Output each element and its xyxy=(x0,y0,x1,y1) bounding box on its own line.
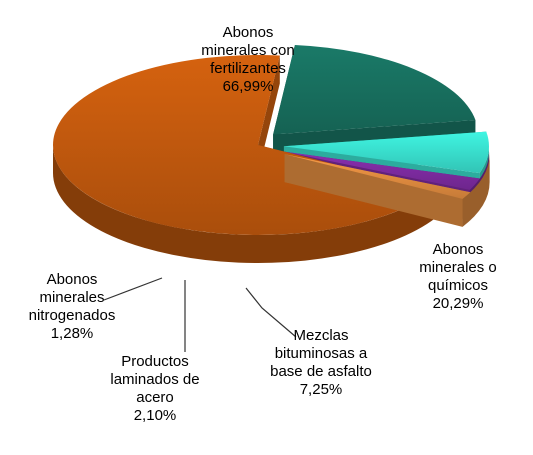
value-label-nitrogenados: 1,28% xyxy=(50,325,94,342)
label-abonos-quimicos: Abonos minerales o químicos 20,29% xyxy=(398,241,518,313)
leader-line-mezclas xyxy=(245,287,297,338)
label-abonos-nitrogenados: Abonos minerales nitrogenados 1,28% xyxy=(22,271,122,343)
pie-slice-4 xyxy=(284,154,490,227)
value-label-fertilizantes: 66,99% xyxy=(222,78,274,95)
value-label-laminados: 2,10% xyxy=(133,407,177,424)
value-label-mezclas: 7,25% xyxy=(299,381,343,398)
label-abonos-fertilizantes: Abonos minerales con fertilizantes 66,99… xyxy=(168,24,328,96)
label-mezclas-bituminosas: Mezclas bituminosas a base de asfalto 7,… xyxy=(256,327,386,399)
label-productos-laminados: Productos laminados de acero 2,10% xyxy=(95,353,215,425)
value-label-quimicos: 20,29% xyxy=(432,295,484,312)
leader-line-nitrogenados xyxy=(103,277,163,301)
